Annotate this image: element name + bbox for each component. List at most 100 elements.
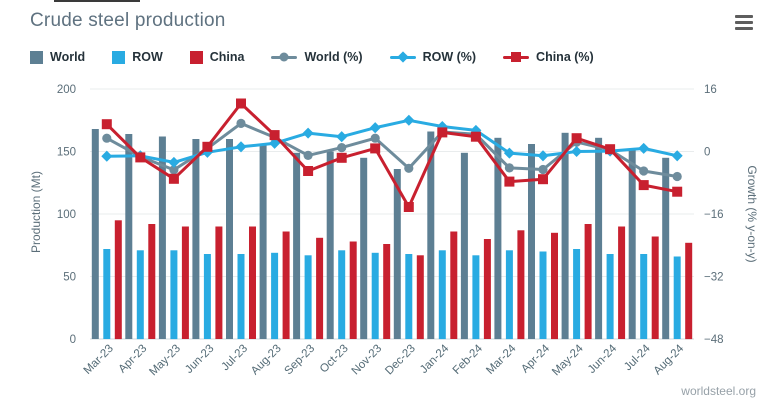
bar-row [136,250,144,340]
bar-row [203,254,211,339]
left-axis-title: Production (Mt) [29,171,43,253]
bar-world [528,144,535,339]
x-axis-label: Aug-24 [652,342,687,377]
point-square-marker [101,119,112,130]
bar-row [438,250,446,340]
x-axis-label: May-24 [550,342,586,378]
point-circle-marker [337,143,347,153]
point-square-marker [504,176,515,187]
point-diamond-marker [235,141,247,153]
point-circle-marker [370,133,380,143]
bar-china [114,220,122,340]
bar-world [595,137,603,340]
bar-row [371,252,379,340]
point-square-marker [336,152,347,163]
point-circle-marker [504,163,514,173]
legend-label: ROW [132,50,163,64]
point-square-marker [638,180,649,191]
line-china-pct [101,98,683,212]
point-diamond-marker [403,114,415,126]
legend-square-marker [511,52,522,62]
legend-circle-marker [279,52,289,62]
top-edge-artifact [54,0,140,2]
bar-world [226,139,233,339]
bar-row [338,250,346,340]
point-circle-marker [639,166,649,176]
bar-row [170,250,178,340]
bar-world [91,129,99,339]
point-square-marker [269,130,280,141]
right-tick-label: −32 [704,272,724,284]
chart-legend: World ROW China World (%) ROW (%) China (%) [30,50,594,64]
source-credit: worldsteel.org [681,384,756,398]
legend-diamond-marker [396,51,409,63]
bar-row [606,254,614,339]
bar-china [685,242,693,340]
bar-row [505,250,513,340]
bar-world [561,132,569,340]
bar-world [158,136,166,339]
bar-world [427,131,435,339]
point-square-marker [605,144,616,155]
x-axis-label: Apr-23 [117,343,150,376]
legend-label: ROW (%) [422,50,477,64]
legend-item-china[interactable]: China [189,50,244,64]
x-axis-label: Apr-24 [519,342,552,375]
point-diamond-marker [168,156,180,168]
hamburger-icon [735,20,753,25]
point-circle-marker [236,118,246,128]
point-square-marker [135,152,146,163]
bar-world [393,169,401,339]
bar-china [383,244,391,339]
point-square-marker [303,166,314,176]
right-axis-title: Growth (% y-on-y) [745,165,759,262]
bar-china [483,239,491,339]
x-axis-label: Jun-23 [183,343,216,376]
bar-china [618,226,626,339]
hamburger-icon [735,15,753,19]
chart-title: Crude steel production [30,10,226,31]
bar-row [472,255,480,340]
bar-world [494,137,502,340]
legend-item-world[interactable]: World [30,50,85,64]
bars-world [91,129,670,340]
legend-item-world-pct[interactable]: World (%) [271,50,363,64]
point-diamond-marker [302,127,314,139]
x-axis-label: May-23 [147,343,183,379]
legend-item-row[interactable]: ROW [112,50,163,64]
bar-china [517,230,525,340]
y-gridlines [90,88,694,340]
bar-row [237,254,245,339]
x-axis-label: Jan-24 [418,342,452,376]
legend-item-row-pct[interactable]: ROW (%) [389,50,477,64]
right-tick-label: 16 [704,84,717,96]
point-diamond-marker [101,150,113,162]
point-square-marker [403,202,414,212]
point-square-marker [168,173,179,184]
point-circle-marker [538,164,548,175]
x-axis-label: Mar-24 [484,342,519,377]
right-tick-label: −16 [704,209,724,221]
legend-item-china-pct[interactable]: China (%) [503,50,594,64]
bar-row [573,249,581,339]
x-axis-label: Feb-24 [451,342,486,377]
point-diamond-marker [571,145,583,158]
x-axis-label: Aug-23 [249,343,284,378]
china-swatch [189,50,203,64]
x-axis-label: Jun-24 [586,342,620,376]
world-pct-swatch [271,50,298,64]
line-series-layer [101,98,683,212]
point-diamond-marker [336,131,348,143]
menu-button[interactable] [735,15,753,30]
point-circle-marker [169,165,179,175]
bar-china [584,224,592,339]
point-square-marker [470,131,481,142]
left-tick-label: 50 [63,272,76,284]
x-axis-label: Mar-23 [82,343,116,377]
bar-china [148,224,156,339]
bar-china [349,241,357,339]
bar-world [326,151,334,339]
right-axis-ticks: 16 0 −16 −32 −48 [704,84,724,346]
